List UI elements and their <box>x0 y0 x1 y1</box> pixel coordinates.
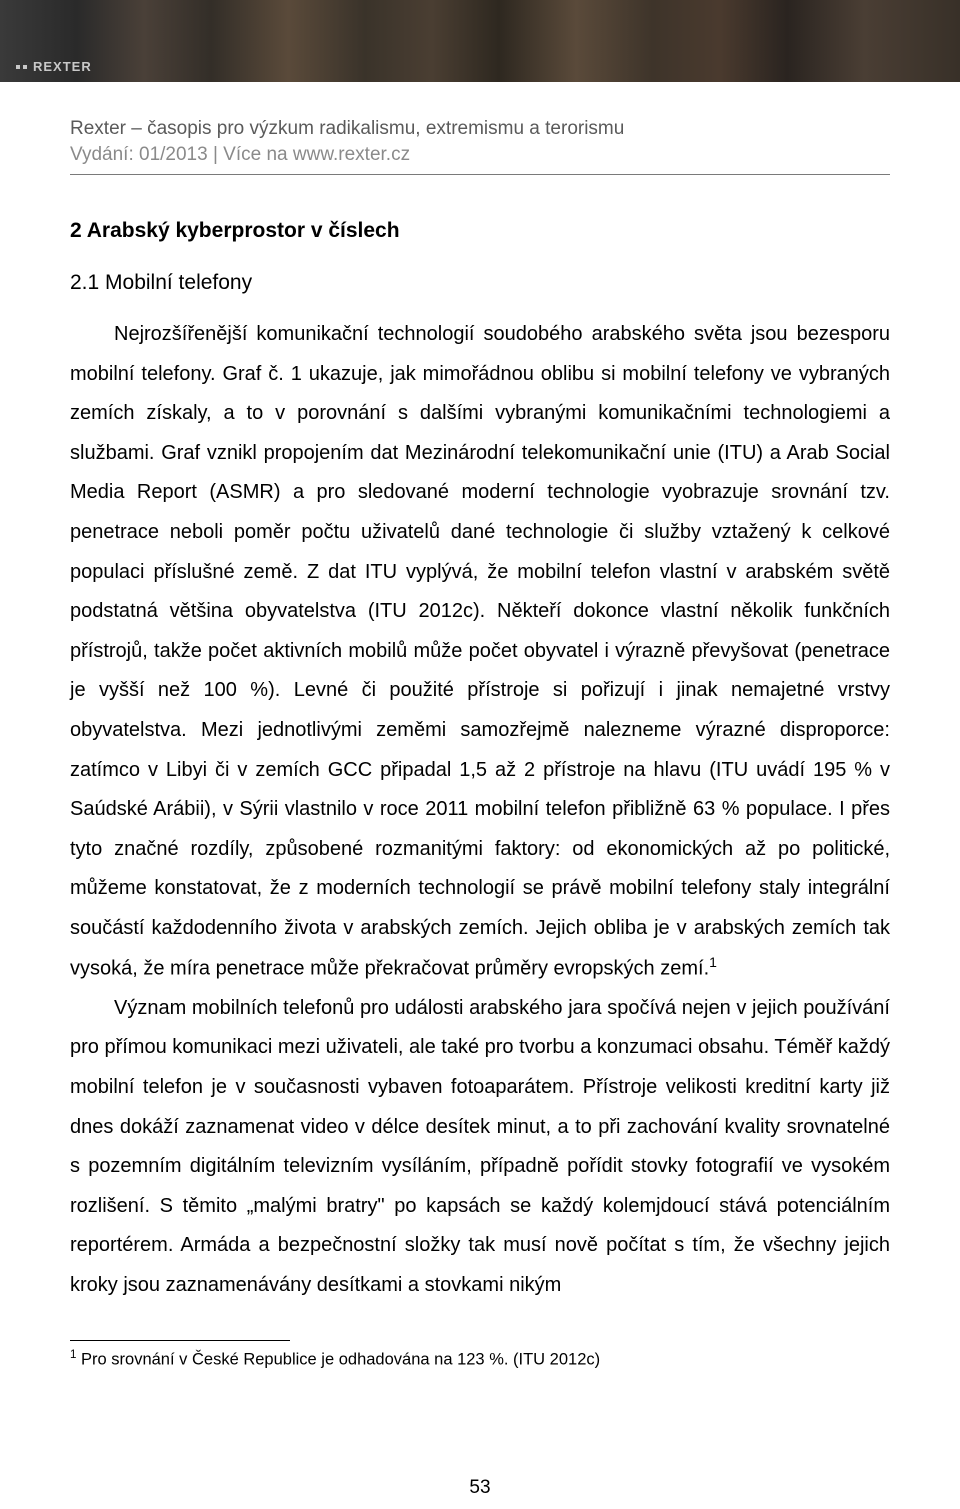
subsection-heading: 2.1 Mobilní telefony <box>70 271 890 295</box>
header-divider <box>70 174 890 175</box>
paragraph-1: Nejrozšířenější komunikační technologií … <box>70 315 890 989</box>
footnote-text: Pro srovnání v České Republice je odhado… <box>76 1350 600 1368</box>
footnote-1: 1 Pro srovnání v České Republice je odha… <box>70 1347 890 1372</box>
edition-line: Vydání: 01/2013 | Více na www.rexter.cz <box>70 144 890 166</box>
page-content: Rexter – časopis pro výzkum radikalismu,… <box>0 82 960 1371</box>
brand-dots-icon <box>16 65 27 69</box>
paragraph-1-text: Nejrozšířenější komunikační technologií … <box>70 323 890 979</box>
header-banner: REXTER <box>0 0 960 82</box>
page-number: 53 <box>0 1477 960 1499</box>
journal-title: Rexter – časopis pro výzkum radikalismu,… <box>70 118 890 140</box>
footnote-ref-1: 1 <box>709 954 717 970</box>
section-heading: 2 Arabský kyberprostor v číslech <box>70 219 890 243</box>
paragraph-2: Význam mobilních telefonů pro události a… <box>70 989 890 1306</box>
brand-label: REXTER <box>16 59 92 74</box>
footnote-divider <box>70 1340 290 1341</box>
brand-text: REXTER <box>33 59 92 74</box>
